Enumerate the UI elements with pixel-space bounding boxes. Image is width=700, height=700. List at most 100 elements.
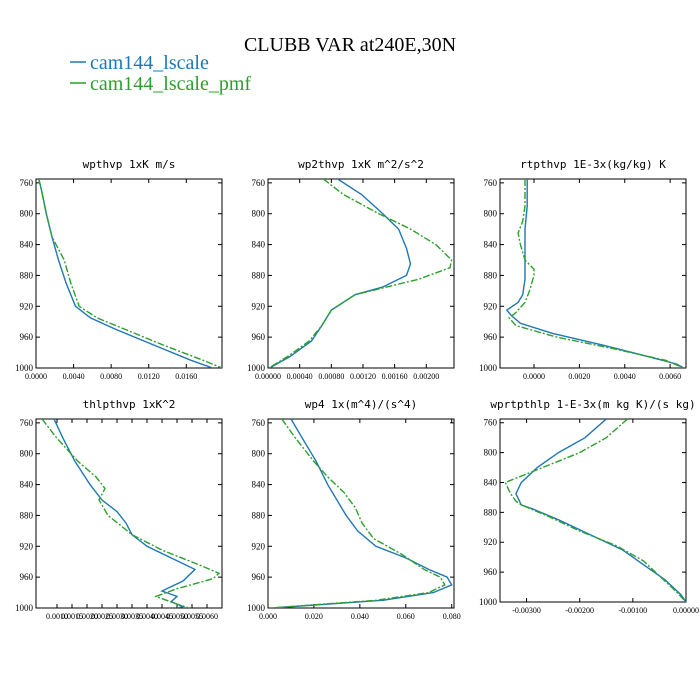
panel-4-series-1 — [270, 419, 446, 608]
panel-4: wp4 1x(m^4)/(s^4)76080084088092096010000… — [247, 398, 461, 621]
panel-3-ytick-label-6: 1000 — [15, 603, 34, 613]
panel-5-xtick-label-2: -0.00100 — [619, 606, 648, 615]
panel-5-xtick-label-0: -0.00300 — [512, 606, 541, 615]
panel-3-xtick-label-9: 0.0055 — [181, 612, 203, 621]
panel-2-ytick-label-0: 760 — [484, 178, 498, 188]
panel-1-xtick-label-0: 0.00000 — [255, 372, 281, 381]
panel-2-ytick-label-5: 960 — [484, 332, 498, 342]
panel-5-ytick-label-3: 880 — [484, 507, 498, 517]
legend-label-0: cam144_lscale — [90, 52, 209, 74]
panel-1-ytick-label-2: 840 — [252, 240, 266, 250]
panel-1-frame — [267, 178, 455, 369]
panel-3-ytick-label-2: 840 — [20, 480, 34, 490]
panel-3-xtick-label-3: 0.0025 — [91, 612, 113, 621]
panel-2-series-1 — [508, 179, 684, 368]
panel-3-xtick-label-6: 0.0040 — [136, 612, 158, 621]
panel-2-ytick-label-3: 880 — [484, 270, 498, 280]
panel-3-ytick-label-3: 880 — [20, 510, 34, 520]
panel-0-xtick-label-3: 0.0120 — [138, 372, 160, 381]
panel-2-frame — [499, 178, 687, 369]
panel-0-ytick-label-4: 920 — [20, 301, 34, 311]
panel-0-series-1 — [38, 179, 222, 368]
panel-3-frame — [35, 418, 223, 609]
panel-5-ytick-label-6: 1000 — [479, 597, 498, 607]
panel-0: wpthvp 1xK m/s76080084088092096010000.00… — [15, 158, 223, 381]
panel-2-ytick-label-4: 920 — [484, 301, 498, 311]
panel-0-series-0 — [38, 179, 213, 368]
figure-title: CLUBB VAR at240E,30N — [244, 34, 456, 56]
panel-5-ytick-label-5: 960 — [484, 567, 498, 577]
panel-3-series-1 — [41, 419, 221, 608]
panel-5-series-0 — [515, 419, 686, 602]
panel-1-xtick-label-1: 0.00040 — [287, 372, 313, 381]
panel-1-xtick-label-4: 0.00160 — [382, 372, 408, 381]
panel-3-ytick-label-1: 800 — [20, 449, 34, 459]
panel-1-ytick-label-6: 1000 — [247, 363, 266, 373]
panel-3-ytick-label-5: 960 — [20, 572, 34, 582]
panel-2-xtick-label-0: 0.0000 — [523, 372, 545, 381]
panel-4-ytick-label-4: 920 — [252, 541, 266, 551]
panel-5-xtick-label-3: 0.00000 — [673, 606, 699, 615]
panel-4-series-0 — [272, 419, 453, 608]
panel-2-ytick-label-6: 1000 — [479, 363, 498, 373]
panel-5-xtick-label-1: -0.00200 — [565, 606, 594, 615]
panel-1-ytick-label-4: 920 — [252, 301, 266, 311]
panel-2-xtick-label-1: 0.0020 — [568, 372, 590, 381]
panel-4-frame — [267, 418, 455, 609]
panel-4-title: wp4 1x(m^4)/(s^4) — [305, 398, 418, 411]
panel-1: wp2thvp 1xK m^2/s^2 760 800 840 880 920 960 100… — [247, 158, 455, 381]
panel-4-ytick-label-3: 880 — [252, 510, 266, 520]
panel-4-ytick-label-0: 760 — [252, 418, 266, 428]
panel-4-xtick-label-0: 0.000 — [259, 612, 277, 621]
panel-4-ytick-label-5: 960 — [252, 572, 266, 582]
panel-3-title: thlpthvp 1xK^2 — [83, 398, 176, 411]
panel-3: thlpthvp 1xK^2 760 800 840 880 920 960 1000 0.00… — [15, 398, 223, 621]
panel-0-xtick-label-2: 0.0080 — [100, 372, 122, 381]
panel-4-ytick-label-1: 800 — [252, 449, 266, 459]
panel-4-xtick-label-4: 0.080 — [443, 612, 461, 621]
panel-3-xtick-label-8: 0.0050 — [166, 612, 188, 621]
panel-4-xtick-label-1: 0.020 — [305, 612, 323, 621]
panel-1-xtick-label-5: 0.00200 — [413, 372, 439, 381]
panel-0-title: wpthvp 1xK m/s — [83, 158, 176, 171]
panel-0-xtick-label-0: 0.0000 — [25, 372, 47, 381]
panel-0-ytick-label-6: 1000 — [15, 363, 34, 373]
panel-5-ytick-label-0: 760 — [484, 418, 498, 428]
panel-1-xtick-label-2: 0.00080 — [318, 372, 344, 381]
panel-3-ytick-label-0: 760 — [20, 418, 34, 428]
panel-1-series-1 — [268, 179, 453, 368]
panel-4-xtick-label-2: 0.040 — [351, 612, 369, 621]
panel-4-ytick-label-6: 1000 — [247, 603, 266, 613]
panel-2-ytick-label-2: 840 — [484, 240, 498, 250]
panel-3-xtick-label-5: 0.0035 — [121, 612, 143, 621]
panel-3-xtick-label-0: 0.0010 — [46, 612, 68, 621]
panel-5-series-1 — [504, 419, 686, 602]
panel-0-ytick-label-2: 840 — [20, 240, 34, 250]
panel-0-ytick-label-3: 880 — [20, 270, 34, 280]
panel-5-ytick-label-4: 920 — [484, 537, 498, 547]
panel-4-ytick-label-2: 840 — [252, 480, 266, 490]
panel-1-series-0 — [269, 179, 412, 368]
panel-5-frame — [499, 418, 687, 603]
panel-3-xtick-label-4: 0.0030 — [106, 612, 128, 621]
panel-1-xtick-label-3: 0.00120 — [350, 372, 376, 381]
panel-3-ytick-label-4: 920 — [20, 541, 34, 551]
panel-0-xtick-label-1: 0.0040 — [63, 372, 85, 381]
panel-2: rtpthvp 1E-3x(kg/kg) K 760 800 840 880 920 960… — [479, 158, 687, 381]
legend: cam144_lscale cam144_lscale_pmf — [70, 52, 251, 95]
panel-0-frame — [35, 178, 223, 369]
panel-5: wprtpthlp 1-E-3x(m kg K)/(s kg) 760 800 840… — [479, 398, 699, 615]
panel-0-ytick-label-0: 760 — [20, 178, 34, 188]
panel-5-ytick-label-1: 800 — [484, 448, 498, 458]
legend-label-1: cam144_lscale_pmf — [90, 73, 251, 95]
panel-3-series-0 — [53, 419, 197, 608]
panel-3-xtick-label-2: 0.0020 — [76, 612, 98, 621]
panel-2-title: rtpthvp 1E-3x(kg/kg) K — [520, 158, 666, 171]
panel-1-title: wp2thvp 1xK m^2/s^2 — [298, 158, 424, 171]
panel-4-xtick-label-3: 0.060 — [397, 612, 415, 621]
panel-0-ytick-label-5: 960 — [20, 332, 34, 342]
panel-0-xtick-label-4: 0.0160 — [175, 372, 197, 381]
panel-5-title: wprtpthlp 1-E-3x(m kg K)/(s kg) — [490, 398, 695, 411]
panel-1-ytick-label-1: 800 — [252, 209, 266, 219]
